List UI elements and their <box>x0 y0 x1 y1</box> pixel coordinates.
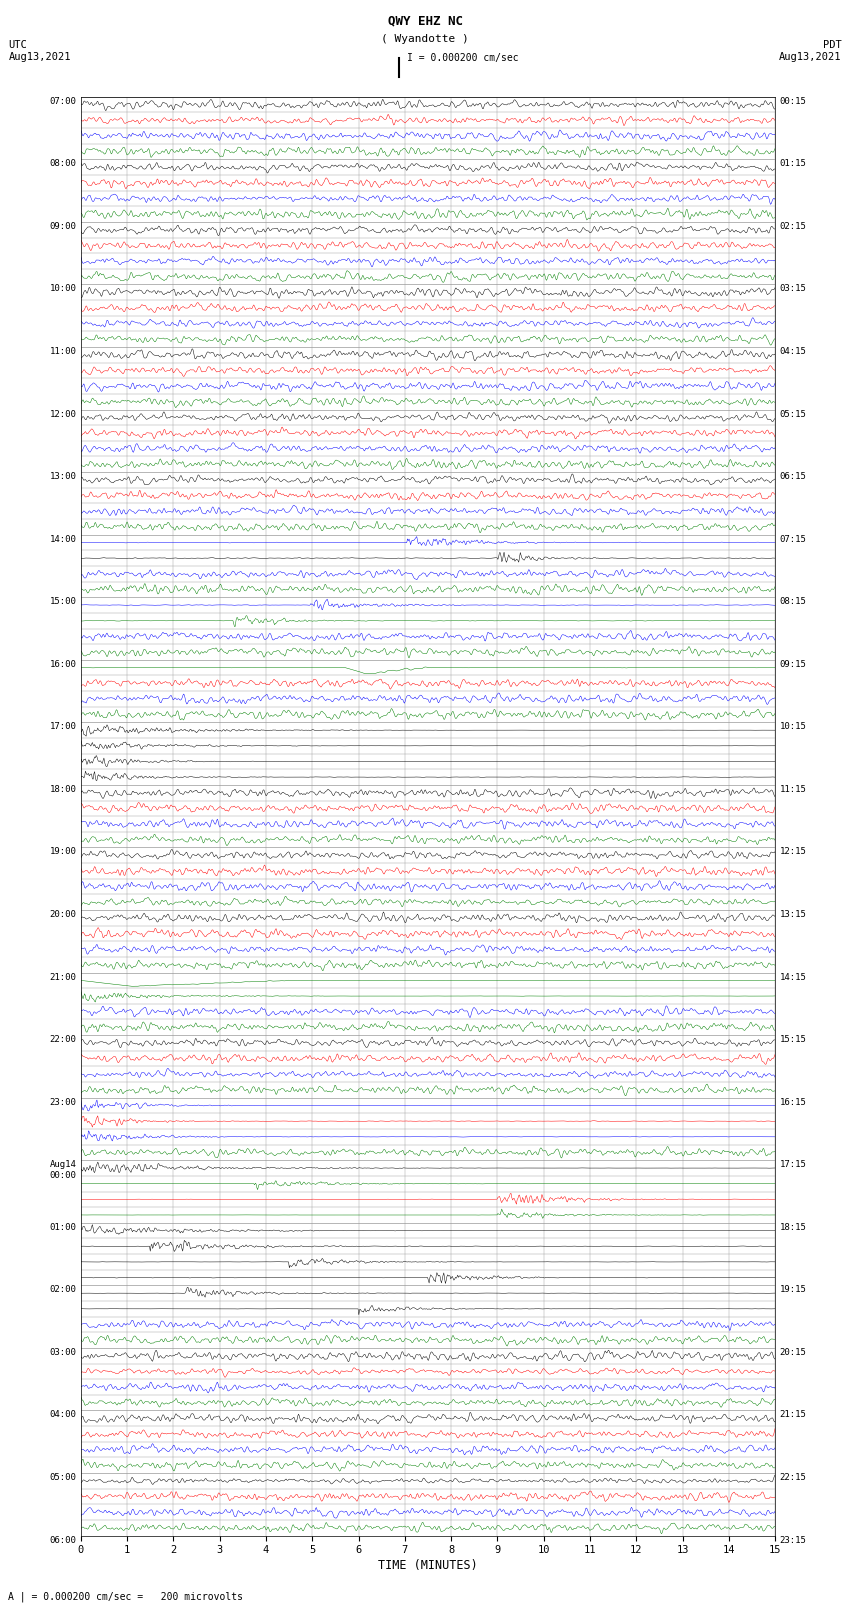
Text: 21:00: 21:00 <box>49 973 76 982</box>
Text: UTC: UTC <box>8 40 27 50</box>
Text: 20:00: 20:00 <box>49 910 76 919</box>
Text: Aug13,2021: Aug13,2021 <box>8 52 71 61</box>
Text: 21:15: 21:15 <box>779 1410 807 1419</box>
Text: 13:15: 13:15 <box>779 910 807 919</box>
Text: A | = 0.000200 cm/sec =   200 microvolts: A | = 0.000200 cm/sec = 200 microvolts <box>8 1590 243 1602</box>
Text: 15:15: 15:15 <box>779 1036 807 1044</box>
Text: 17:00: 17:00 <box>49 723 76 731</box>
Text: Aug14
00:00: Aug14 00:00 <box>49 1160 76 1179</box>
Text: 09:15: 09:15 <box>779 660 807 669</box>
Text: 01:15: 01:15 <box>779 160 807 168</box>
Text: 15:00: 15:00 <box>49 597 76 606</box>
Text: 14:00: 14:00 <box>49 534 76 544</box>
Text: 12:15: 12:15 <box>779 847 807 857</box>
Text: 10:15: 10:15 <box>779 723 807 731</box>
Text: 04:00: 04:00 <box>49 1410 76 1419</box>
Text: 13:00: 13:00 <box>49 473 76 481</box>
Text: 18:15: 18:15 <box>779 1223 807 1232</box>
Text: Aug13,2021: Aug13,2021 <box>779 52 842 61</box>
Text: ( Wyandotte ): ( Wyandotte ) <box>381 34 469 44</box>
Text: PDT: PDT <box>823 40 842 50</box>
Text: 17:15: 17:15 <box>779 1160 807 1169</box>
Text: 12:00: 12:00 <box>49 410 76 418</box>
Text: 03:00: 03:00 <box>49 1348 76 1357</box>
Text: 10:00: 10:00 <box>49 284 76 294</box>
Text: 23:00: 23:00 <box>49 1098 76 1107</box>
Text: 20:15: 20:15 <box>779 1348 807 1357</box>
Text: QWY EHZ NC: QWY EHZ NC <box>388 15 462 27</box>
Text: 08:15: 08:15 <box>779 597 807 606</box>
Text: 07:00: 07:00 <box>49 97 76 106</box>
Text: 07:15: 07:15 <box>779 534 807 544</box>
Text: 02:15: 02:15 <box>779 223 807 231</box>
Text: I = 0.000200 cm/sec: I = 0.000200 cm/sec <box>407 53 518 63</box>
Text: 06:00: 06:00 <box>49 1536 76 1545</box>
Text: 18:00: 18:00 <box>49 786 76 794</box>
Text: 19:00: 19:00 <box>49 847 76 857</box>
Text: 09:00: 09:00 <box>49 223 76 231</box>
Text: 01:00: 01:00 <box>49 1223 76 1232</box>
Text: 05:00: 05:00 <box>49 1473 76 1482</box>
Text: 16:00: 16:00 <box>49 660 76 669</box>
Text: 04:15: 04:15 <box>779 347 807 356</box>
Text: 22:15: 22:15 <box>779 1473 807 1482</box>
Text: 08:00: 08:00 <box>49 160 76 168</box>
Text: 23:15: 23:15 <box>779 1536 807 1545</box>
X-axis label: TIME (MINUTES): TIME (MINUTES) <box>378 1560 478 1573</box>
Text: 14:15: 14:15 <box>779 973 807 982</box>
Text: 03:15: 03:15 <box>779 284 807 294</box>
Text: 16:15: 16:15 <box>779 1098 807 1107</box>
Text: 05:15: 05:15 <box>779 410 807 418</box>
Text: 22:00: 22:00 <box>49 1036 76 1044</box>
Text: 11:00: 11:00 <box>49 347 76 356</box>
Text: 00:15: 00:15 <box>779 97 807 106</box>
Text: 06:15: 06:15 <box>779 473 807 481</box>
Text: 19:15: 19:15 <box>779 1286 807 1294</box>
Text: 02:00: 02:00 <box>49 1286 76 1294</box>
Text: 11:15: 11:15 <box>779 786 807 794</box>
